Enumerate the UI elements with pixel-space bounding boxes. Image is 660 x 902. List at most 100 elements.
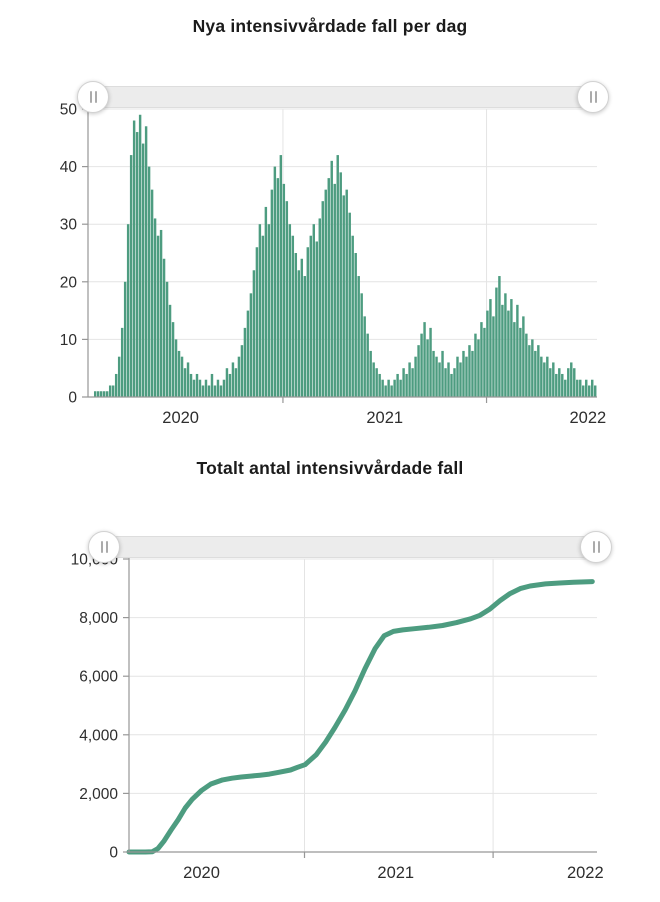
daily-cases-bar [537,345,540,397]
x-tick-label: 2020 [183,864,220,882]
daily-cases-bar [207,385,211,397]
daily-cases-bar [147,166,151,397]
daily-cases-bar [534,350,537,397]
slider-track[interactable] [101,536,604,558]
daily-cases-bar [243,327,247,397]
daily-cases-bar [402,368,405,397]
daily-cases-bar [258,224,262,397]
daily-cases-bar [336,155,339,397]
y-tick-label: 50 [60,102,78,119]
daily-cases-bar [513,322,516,397]
daily-cases-bar [108,385,112,397]
daily-cases-bar [399,379,402,397]
daily-cases-bar [216,379,220,397]
daily-cases-bar [471,350,474,397]
x-tick-label: 2021 [366,409,403,427]
daily-cases-bar [585,379,588,397]
daily-cases-bar [504,293,507,397]
daily-cases-bar [369,350,372,397]
daily-cases-bar [339,172,342,397]
daily-cases-bar [300,258,304,397]
daily-cases-bar [219,385,223,397]
daily-cases-bar [555,373,558,397]
daily-cases-bar [273,166,277,397]
daily-cases-bar [423,322,426,397]
drag-grip-icon [100,541,108,553]
y-tick-label: 20 [60,274,78,291]
slider-handle-left[interactable] [88,531,120,563]
daily-cases-bar [99,391,103,397]
daily-cases-bar [480,322,483,397]
daily-cases-bar [255,247,259,397]
daily-cases-bar [408,362,411,397]
daily-cases-bar [558,368,561,397]
daily-cases-bar [567,368,570,397]
daily-cases-bar [210,373,214,397]
daily-cases-bar [582,385,585,397]
daily-cases-bar [270,189,274,397]
daily-cases-bar [573,368,576,397]
daily-cases-bar [294,253,298,397]
daily-cases-bar [594,385,597,397]
daily-cases-bar [468,345,471,397]
daily-cases-bar [498,276,501,397]
slider-handle-right[interactable] [580,531,612,563]
daily-cases-bar [132,120,136,398]
daily-cases-bar [462,350,465,397]
daily-cases-bar [129,155,133,397]
daily-cases-bar [240,345,244,397]
daily-cases-bar [228,373,232,397]
daily-cases-bar [366,333,369,397]
slider-track[interactable] [84,86,602,108]
daily-cases-bar [279,155,283,397]
daily-cases-bar [438,362,441,397]
daily-cases-bar [249,293,253,397]
daily-cases-bar [426,339,429,397]
daily-chart-range-slider[interactable] [77,81,609,113]
daily-cases-bar [342,195,345,397]
daily-cases-bar [234,368,238,397]
daily-cases-bar [144,126,148,397]
daily-cases-bar [192,379,196,397]
daily-cases-bar [456,356,459,397]
daily-cases-bar [168,304,172,397]
daily-cases-bar [546,356,549,397]
daily-cases-bar [183,368,187,397]
daily-cases-bar [198,379,202,397]
cumulative-cases-line [126,579,595,855]
y-tick-label: 2,000 [79,786,118,803]
daily-cases-bar [396,373,399,397]
daily-cases-bar [561,373,564,397]
x-tick-label: 2021 [377,864,414,882]
daily-cases-bar [531,339,534,397]
daily-cases-bar [477,339,480,397]
x-tick-label: 2022 [567,864,604,882]
daily-cases-bar [591,379,594,397]
total-chart-title: Totalt antal intensivvårdade fall [196,458,464,478]
total-chart-range-slider[interactable] [88,531,612,563]
daily-cases-bar [351,235,354,397]
daily-cases-bar [276,178,280,397]
slider-handle-right[interactable] [577,81,609,113]
daily-cases-bar [282,183,286,397]
slider-handle-left[interactable] [77,81,109,113]
daily-cases-bar [360,293,363,397]
daily-cases-bar [459,362,462,397]
y-tick-label: 10 [60,332,78,349]
daily-cases-bar [222,379,226,397]
daily-cases-bar [381,379,384,397]
daily-cases-bar [357,276,360,397]
daily-cases-bar [390,385,393,397]
daily-cases-bar [417,345,420,397]
daily-cases-bar [327,178,330,397]
daily-cases-bar [345,189,348,397]
daily-cases-bar [213,385,217,397]
daily-cases-bar [540,356,543,397]
daily-cases-bar [261,235,265,397]
daily-cases-bar [525,333,528,397]
daily-cases-bar [333,183,336,397]
daily-cases-bar [429,327,432,397]
daily-cases-bar [102,391,106,397]
